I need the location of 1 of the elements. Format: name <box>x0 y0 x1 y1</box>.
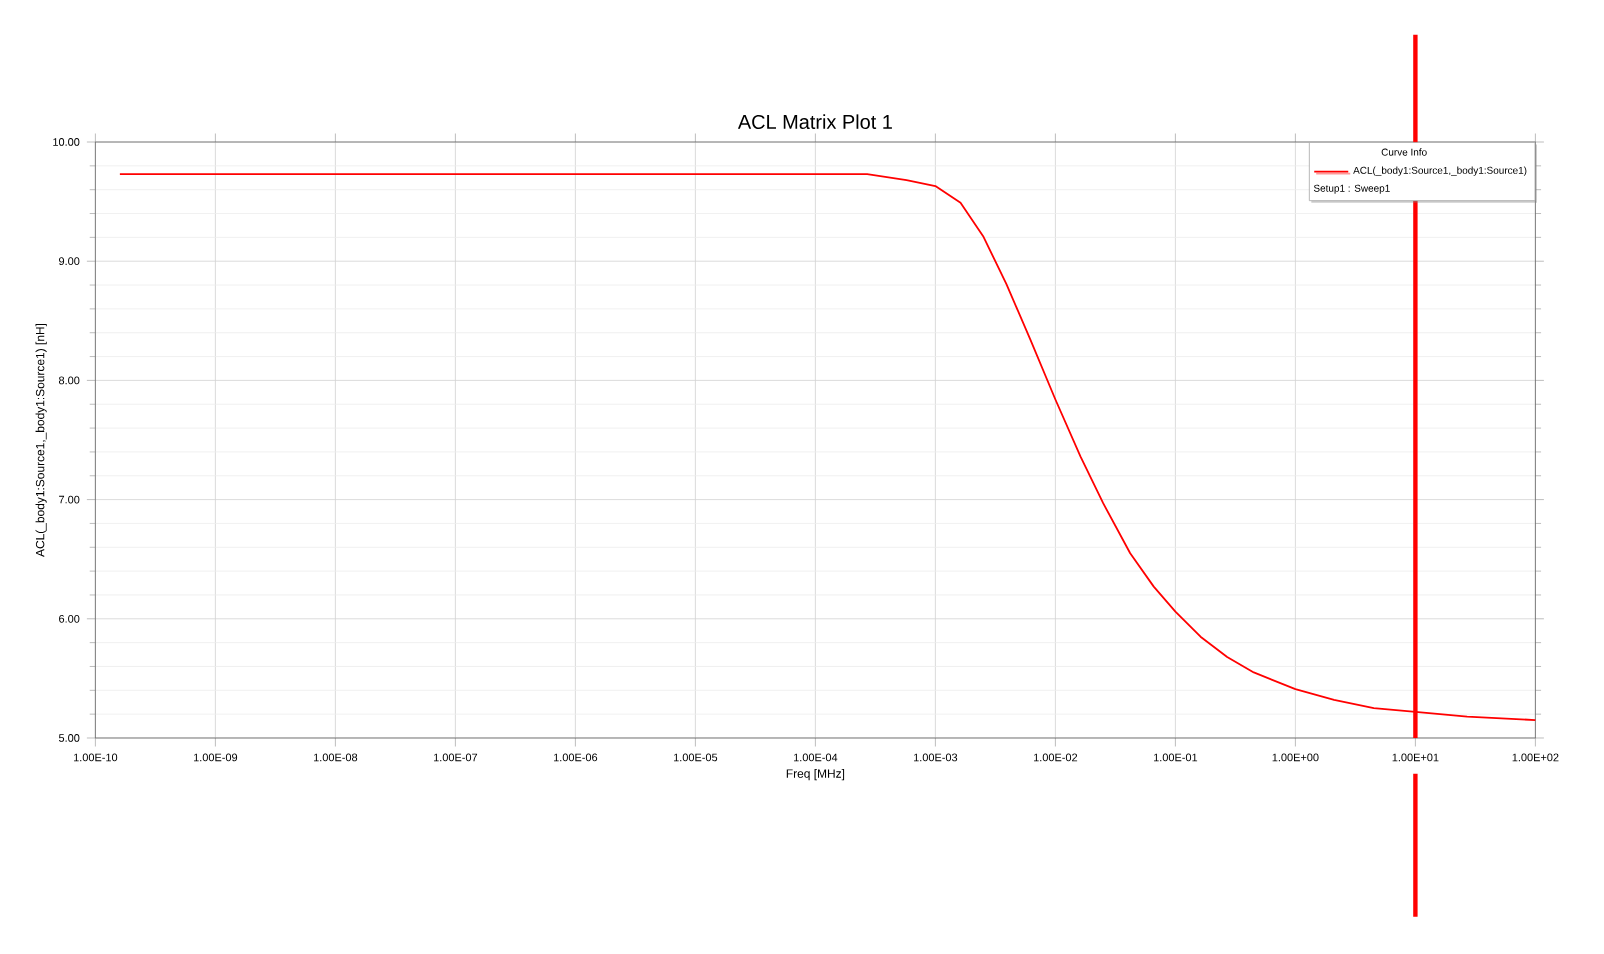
chart-title: ACL Matrix Plot 1 <box>737 114 892 129</box>
